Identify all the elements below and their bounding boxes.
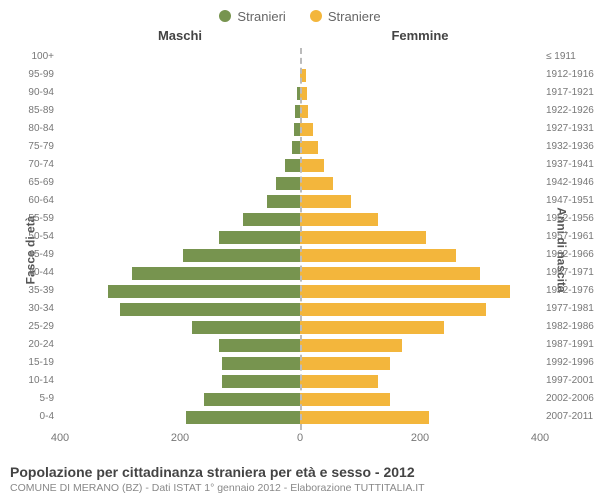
legend-item-male: Stranieri [219, 6, 285, 26]
age-label: 25-29 [0, 318, 58, 336]
age-label: 45-49 [0, 246, 58, 264]
x-tick: 400 [51, 432, 69, 444]
bar-female [300, 393, 390, 406]
bar-male [276, 177, 300, 190]
age-label: 50-54 [0, 228, 58, 246]
age-label: 35-39 [0, 282, 58, 300]
age-label: 95-99 [0, 66, 58, 84]
bar-female [300, 267, 480, 280]
x-tick: 200 [171, 432, 189, 444]
birthyear-label: 1962-1966 [542, 246, 600, 264]
legend-swatch-male [219, 10, 231, 22]
age-label: 80-84 [0, 120, 58, 138]
x-axis: 4002000 200400 [60, 432, 540, 448]
chart-subtitle: COMUNE DI MERANO (BZ) - Dati ISTAT 1° ge… [10, 482, 590, 494]
birthyear-label: 1977-1981 [542, 300, 600, 318]
chart-footer: Popolazione per cittadinanza straniera p… [10, 464, 590, 494]
bar-male [222, 357, 300, 370]
bar-female [300, 303, 486, 316]
age-label: 75-79 [0, 138, 58, 156]
age-label: 55-59 [0, 210, 58, 228]
bar-male [285, 159, 300, 172]
column-headers: Maschi Femmine [60, 28, 540, 46]
bar-male [120, 303, 300, 316]
bar-male [192, 321, 300, 334]
bar-female [300, 321, 444, 334]
legend-label-female: Straniere [328, 9, 381, 24]
x-axis-left: 4002000 [60, 432, 300, 448]
birthyear-label: 1952-1956 [542, 210, 600, 228]
age-label: 65-69 [0, 174, 58, 192]
age-label: 70-74 [0, 156, 58, 174]
chart-title: Popolazione per cittadinanza straniera p… [10, 464, 590, 480]
plot-area [60, 48, 540, 430]
legend: Stranieri Straniere [0, 0, 600, 26]
bar-male [108, 285, 300, 298]
birthyear-label: 1997-2001 [542, 372, 600, 390]
age-label: 20-24 [0, 336, 58, 354]
bar-female [300, 231, 426, 244]
birthyear-label: 1942-1946 [542, 174, 600, 192]
birthyear-label: 1917-1921 [542, 84, 600, 102]
population-pyramid-chart: Stranieri Straniere Maschi Femmine Fasce… [0, 0, 600, 500]
y-axis-right: ≤ 19111912-19161917-19211922-19261927-19… [542, 48, 600, 430]
birthyear-label: 1937-1941 [542, 156, 600, 174]
bar-male [183, 249, 300, 262]
x-tick: 200 [411, 432, 429, 444]
column-header-male: Maschi [60, 28, 300, 46]
age-label: 85-89 [0, 102, 58, 120]
bar-male [132, 267, 300, 280]
age-label: 60-64 [0, 192, 58, 210]
x-axis-right: 200400 [300, 432, 540, 448]
bar-female [300, 411, 429, 424]
age-label: 100+ [0, 48, 58, 66]
legend-swatch-female [310, 10, 322, 22]
bar-female [300, 177, 333, 190]
age-label: 40-44 [0, 264, 58, 282]
bar-female [300, 339, 402, 352]
birthyear-label: 2007-2011 [542, 408, 600, 426]
bar-male [204, 393, 300, 406]
bar-female [300, 141, 318, 154]
bar-female [300, 159, 324, 172]
birthyear-label: 1927-1931 [542, 120, 600, 138]
birthyear-label: 1982-1986 [542, 318, 600, 336]
bar-female [300, 249, 456, 262]
birthyear-label: 1992-1996 [542, 354, 600, 372]
bar-male [222, 375, 300, 388]
legend-label-male: Stranieri [237, 9, 285, 24]
bar-female [300, 195, 351, 208]
birthyear-label: 1972-1976 [542, 282, 600, 300]
bar-female [300, 213, 378, 226]
center-axis-line [300, 48, 302, 430]
birthyear-label: ≤ 1911 [542, 48, 600, 66]
birthyear-label: 1932-1936 [542, 138, 600, 156]
column-header-female: Femmine [300, 28, 540, 46]
birthyear-label: 1947-1951 [542, 192, 600, 210]
birthyear-label: 1987-1991 [542, 336, 600, 354]
bar-female [300, 357, 390, 370]
bar-female [300, 375, 378, 388]
y-axis-left: 100+95-9990-9485-8980-8475-7970-7465-696… [0, 48, 58, 430]
age-label: 30-34 [0, 300, 58, 318]
bar-male [267, 195, 300, 208]
x-tick: 400 [531, 432, 549, 444]
age-label: 10-14 [0, 372, 58, 390]
bar-male [219, 231, 300, 244]
birthyear-label: 1957-1961 [542, 228, 600, 246]
age-label: 15-19 [0, 354, 58, 372]
age-label: 90-94 [0, 84, 58, 102]
birthyear-label: 1912-1916 [542, 66, 600, 84]
birthyear-label: 1967-1971 [542, 264, 600, 282]
bar-male [292, 141, 300, 154]
age-label: 0-4 [0, 408, 58, 426]
bar-male [243, 213, 300, 226]
birthyear-label: 1922-1926 [542, 102, 600, 120]
bar-male [186, 411, 300, 424]
birthyear-label: 2002-2006 [542, 390, 600, 408]
bar-male [219, 339, 300, 352]
age-label: 5-9 [0, 390, 58, 408]
bar-female [300, 285, 510, 298]
legend-item-female: Straniere [310, 6, 381, 26]
